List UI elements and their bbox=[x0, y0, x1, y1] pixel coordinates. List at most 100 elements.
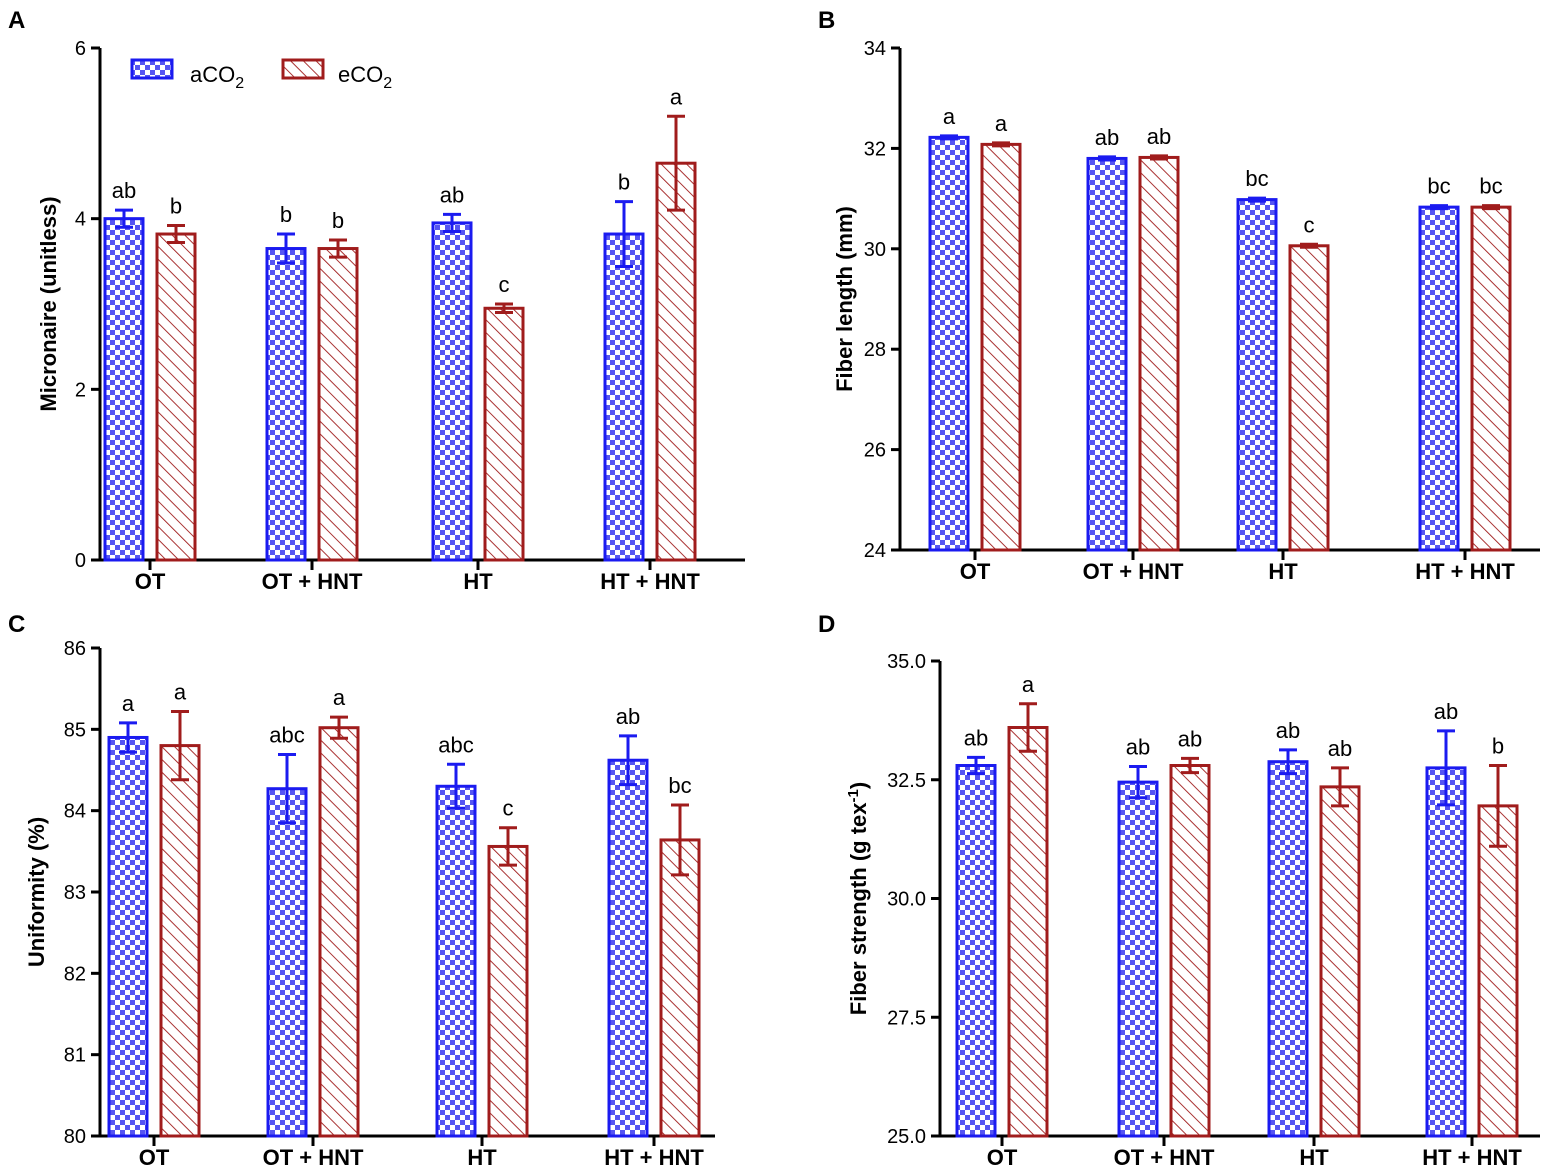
significance-label: a bbox=[670, 84, 683, 109]
x-category-label: OT bbox=[139, 1145, 170, 1170]
y-tick-label: 85 bbox=[64, 719, 86, 741]
significance-label: b bbox=[280, 202, 292, 227]
significance-label: ab bbox=[1276, 718, 1300, 743]
bar-eco2 bbox=[318, 726, 360, 1138]
x-category-label: OT + HNT bbox=[1114, 1145, 1215, 1170]
y-tick-label: 35.0 bbox=[887, 651, 926, 673]
panel-d: D 25.0 27.5 30.0 32.5 35.0 Fiber strength (g t… bbox=[818, 611, 1540, 1170]
legend-label-eco2: eCO2 bbox=[338, 62, 392, 92]
significance-label: c bbox=[499, 272, 510, 297]
significance-label: bc bbox=[1479, 174, 1502, 199]
legend-swatch-aco2 bbox=[130, 58, 174, 80]
significance-label: a bbox=[333, 685, 346, 710]
panel-c: C 80 81 82 83 84 85 86 Uniformity (%) OT OT + HNT H… bbox=[8, 611, 715, 1170]
bar-eco2 bbox=[980, 142, 1022, 552]
y-tick-label: 82 bbox=[64, 963, 86, 985]
significance-label: ab bbox=[616, 704, 640, 729]
bar-eco2 bbox=[1138, 155, 1180, 552]
bar-aco2 bbox=[103, 217, 145, 562]
significance-label: ab bbox=[1328, 736, 1352, 761]
bar-eco2 bbox=[1007, 726, 1049, 1138]
x-category-label: HT bbox=[1268, 559, 1298, 584]
bar-eco2 bbox=[659, 838, 701, 1138]
y-tick-label: 0 bbox=[75, 550, 86, 572]
bar-eco2 bbox=[317, 247, 359, 562]
bar-eco2 bbox=[487, 844, 529, 1138]
legend-label-aco2: aCO2 bbox=[190, 62, 244, 92]
significance-label: abc bbox=[269, 723, 304, 748]
y-tick-label: 26 bbox=[864, 440, 886, 462]
x-category-label: HT + HNT bbox=[604, 1145, 704, 1170]
panel-a: A 0 2 4 6 Micronaire (unitless) OT OT + HNT HT HT… bbox=[8, 7, 745, 594]
bar-eco2 bbox=[655, 161, 697, 562]
bar-eco2 bbox=[483, 306, 525, 562]
significance-label: ab bbox=[1147, 124, 1171, 149]
x-category-label: HT bbox=[1299, 1145, 1329, 1170]
legend: aCO2 eCO2 bbox=[130, 58, 392, 92]
bar-eco2 bbox=[1288, 244, 1330, 552]
y-tick-label: 80 bbox=[64, 1126, 86, 1148]
x-category-label: OT bbox=[960, 559, 991, 584]
bar-eco2 bbox=[1477, 804, 1519, 1138]
y-tick-label: 81 bbox=[64, 1045, 86, 1067]
x-category-label: OT + HNT bbox=[263, 1145, 364, 1170]
legend-swatch-eco2 bbox=[281, 58, 325, 80]
significance-label: a bbox=[1022, 672, 1035, 697]
significance-label: bc bbox=[668, 773, 691, 798]
bar-aco2 bbox=[1117, 780, 1159, 1138]
significance-label: a bbox=[995, 111, 1008, 136]
significance-label: ab bbox=[1126, 734, 1150, 759]
significance-label: bc bbox=[1427, 174, 1450, 199]
y-tick-label: 2 bbox=[75, 379, 86, 401]
significance-label: ab bbox=[1178, 726, 1202, 751]
significance-label: a bbox=[174, 679, 187, 704]
bar-aco2 bbox=[955, 764, 997, 1138]
significance-label: c bbox=[503, 796, 514, 821]
y-axis-title: Fiber strength (g tex-1) bbox=[845, 782, 871, 1015]
panel-letter: B bbox=[818, 7, 835, 34]
bar-aco2 bbox=[1267, 760, 1309, 1138]
bar-aco2 bbox=[928, 135, 970, 552]
significance-label: b bbox=[1492, 734, 1504, 759]
bar-eco2 bbox=[1169, 764, 1211, 1138]
y-tick-label: 86 bbox=[64, 638, 86, 660]
bar-aco2 bbox=[431, 221, 473, 562]
significance-label: b bbox=[332, 208, 344, 233]
x-category-label: HT bbox=[463, 569, 493, 594]
x-category-label: HT bbox=[467, 1145, 497, 1170]
x-category-label: OT bbox=[987, 1145, 1018, 1170]
x-category-label: HT + HNT bbox=[1422, 1145, 1522, 1170]
significance-label: b bbox=[170, 193, 182, 218]
bar-eco2 bbox=[1470, 205, 1512, 552]
panel-letter: D bbox=[818, 611, 835, 638]
y-tick-label: 6 bbox=[75, 38, 86, 60]
bar-aco2 bbox=[603, 232, 645, 562]
x-category-label: OT + HNT bbox=[1083, 559, 1184, 584]
panel-letter: A bbox=[8, 7, 25, 34]
panel-letter: C bbox=[8, 611, 25, 638]
y-tick-label: 25.0 bbox=[887, 1126, 926, 1148]
bar-aco2 bbox=[1086, 156, 1128, 552]
y-axis-title: Micronaire (unitless) bbox=[36, 196, 61, 411]
x-category-label: OT + HNT bbox=[262, 569, 363, 594]
y-tick-label: 27.5 bbox=[887, 1007, 926, 1029]
bar-eco2 bbox=[159, 744, 201, 1138]
significance-label: ab bbox=[1434, 699, 1458, 724]
significance-label: abc bbox=[438, 732, 473, 757]
significance-label: bc bbox=[1245, 166, 1268, 191]
significance-label: ab bbox=[1095, 125, 1119, 150]
y-tick-label: 24 bbox=[864, 540, 886, 562]
y-tick-label: 32.5 bbox=[887, 770, 926, 792]
significance-label: a bbox=[943, 104, 956, 129]
y-tick-label: 83 bbox=[64, 882, 86, 904]
significance-label: a bbox=[122, 691, 135, 716]
bar-aco2 bbox=[435, 784, 477, 1138]
y-axis-title: Fiber length (mm) bbox=[832, 206, 857, 392]
y-tick-label: 30.0 bbox=[887, 889, 926, 911]
x-category-label: OT bbox=[135, 569, 166, 594]
y-tick-label: 30 bbox=[864, 239, 886, 261]
significance-label: ab bbox=[440, 182, 464, 207]
bar-aco2 bbox=[607, 758, 649, 1138]
bar-aco2 bbox=[265, 247, 307, 562]
